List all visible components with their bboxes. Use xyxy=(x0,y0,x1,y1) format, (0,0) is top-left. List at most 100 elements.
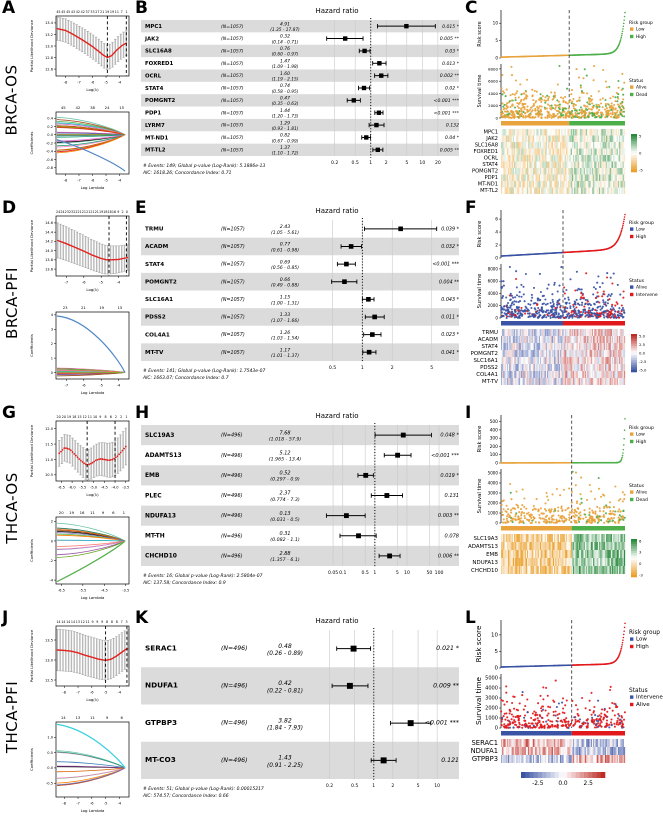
top-axis-tick: 16 xyxy=(80,510,85,515)
sample-size: (N=1057) xyxy=(221,86,244,92)
hr-ci: (0.297 - 0.9) xyxy=(270,477,300,483)
x-axis-label: Log Lambda xyxy=(81,390,105,395)
svg-text:500: 500 xyxy=(490,419,499,425)
colorbar-tick: 0 xyxy=(639,150,642,155)
svg-text:-5: -5 xyxy=(104,81,108,85)
svg-text:13.8: 13.8 xyxy=(45,258,54,262)
top-axis-tick: 20 xyxy=(62,415,66,419)
gene-name: FOXRED1 xyxy=(145,61,174,67)
svg-text:14.4: 14.4 xyxy=(45,230,54,234)
p-value: 0.003 ** xyxy=(438,513,460,519)
survival-scatter xyxy=(500,265,626,320)
panel-letter-lasso: D xyxy=(2,198,17,218)
top-axis-tick: 37 xyxy=(86,10,90,14)
hr-point xyxy=(400,432,406,438)
lasso-column: J THCA-PFI 14 14 14 14 13 12 11 9 9 9 8 8 8 7 3 12.5 13.… xyxy=(0,608,133,823)
hr-ci: (1.84 - 7.93) xyxy=(267,726,303,732)
hr-ci: (0.49 - 0.88) xyxy=(271,283,299,289)
hr-ci: (0.67 - 0.99) xyxy=(272,138,299,144)
svg-text:100: 100 xyxy=(490,452,499,458)
hr-value: 4.91 xyxy=(280,21,290,27)
hr-point xyxy=(372,314,377,320)
top-axis-tick: 12 xyxy=(83,415,87,419)
sample-size: (N=1057) xyxy=(221,135,244,141)
panel-letter-forest: E xyxy=(135,198,147,218)
top-axis-tick: 9 xyxy=(102,510,105,515)
top-axis-tick: 13 xyxy=(75,715,80,720)
survival-time-label: Survival time xyxy=(474,677,483,725)
heatmap-colorbar: -2.5 0.0 2.5 xyxy=(521,772,606,787)
hr-ci: (1.20 - 1.73) xyxy=(272,114,299,120)
hr-value: 1.43 xyxy=(278,755,292,762)
zebra-stripes xyxy=(141,237,459,361)
top-axis-tick: 27 xyxy=(95,10,99,14)
top-axis-tick: 16 xyxy=(112,210,116,214)
forest-title: Hazard ratio xyxy=(315,617,358,625)
sample-size: (N=1057) xyxy=(221,110,244,116)
x-axis-tick: 1 xyxy=(372,783,375,789)
top-axis-tick: 12 xyxy=(81,620,85,624)
sample-size: (N=1057) xyxy=(221,49,244,55)
legend-item-label: Intervene xyxy=(636,695,663,701)
sample-size: (N=1057) xyxy=(221,98,244,104)
p-value: 0.013 * xyxy=(442,61,460,67)
svg-text:-8: -8 xyxy=(64,179,68,183)
forest-footer-1: # Events: 16; Global p-value (Log-Rank):… xyxy=(143,573,263,579)
hr-ci: (0.031 - 0.5) xyxy=(270,517,300,523)
top-axis-tick: 19 xyxy=(69,510,74,515)
svg-text:10.5: 10.5 xyxy=(45,473,53,477)
zebra-stripes xyxy=(141,667,459,779)
gene-name: STAT4 xyxy=(145,262,164,268)
top-axis-tick: 6 xyxy=(110,415,112,419)
forest-column: B Hazard ratio MPC1 (N=1057) 4.91 (1.35 - 17… xyxy=(133,0,463,200)
legend-item-label: High xyxy=(636,234,646,240)
x-axis-tick: 5 xyxy=(405,160,408,166)
forest-column: H Hazard ratio SLC19A3 (N=496) 7.68 (1.018 -… xyxy=(133,403,463,610)
svg-text:-6: -6 xyxy=(82,384,86,388)
top-axis-tick: 9 xyxy=(101,620,103,624)
svg-text:8000: 8000 xyxy=(488,266,499,271)
sample-size: (N=1057) xyxy=(221,297,245,303)
svg-text:1: 1 xyxy=(51,356,53,360)
p-value: 0.006 ** xyxy=(438,554,460,560)
coefficient-lines xyxy=(56,522,126,583)
heatmap-gene-label: MT-TV xyxy=(482,379,498,385)
survival-scatter xyxy=(500,679,626,730)
colorbar-tick: -5.0 xyxy=(639,367,647,372)
hr-point xyxy=(404,23,409,29)
top-axis-tick: 21 xyxy=(78,210,82,214)
svg-text:13.6: 13.6 xyxy=(45,267,54,271)
heatmap-gene-label: TRMU xyxy=(481,330,498,336)
colorbar-tick: -3 xyxy=(639,572,643,577)
gene-name: LYRM7 xyxy=(145,123,165,129)
heatmap-gene-label: PDSS2 xyxy=(480,365,498,371)
top-axis-tick: 6 xyxy=(120,715,123,720)
gene-name: MT-TV xyxy=(145,350,164,356)
hr-value: 1.37 xyxy=(280,145,290,151)
sample-size: (N=496) xyxy=(221,453,243,459)
svg-text:400: 400 xyxy=(490,427,499,433)
gene-name: CHCHD10 xyxy=(145,553,177,560)
legend-item-label: Alive xyxy=(636,285,647,291)
top-axis-tick: 19 xyxy=(67,415,71,419)
hr-value: 0.32 xyxy=(280,34,290,40)
legend-title: Status xyxy=(629,278,645,284)
forest-footer-2: AIC: 1618.26; Concordance Index: 0.71 xyxy=(142,170,232,176)
top-axis-tick: 21 xyxy=(86,210,90,214)
risk-score-scatter xyxy=(500,622,626,668)
survival-scatter xyxy=(500,64,626,120)
sample-size: (N=496) xyxy=(221,533,243,539)
risk-summary-plot: 0 2 4 6 Risk score 0 2000 4000 6000 8000 Survival … xyxy=(471,210,658,385)
hr-point xyxy=(364,135,369,140)
gene-name: SLC16A1 xyxy=(145,297,173,303)
x-axis-tick: 10 xyxy=(434,783,440,789)
gene-name: POMGNT2 xyxy=(145,279,177,285)
p-value: 0.04 * xyxy=(445,135,460,141)
svg-text:2: 2 xyxy=(51,520,53,524)
colorbar-tick: -2.5 xyxy=(532,781,544,787)
heatmap-gene-label: NDUFA1 xyxy=(471,747,498,755)
hr-value: 1.33 xyxy=(280,312,291,318)
risk-column: F 0 2 4 6 Risk score 0 2000 4000 6000 8000 Surviva… xyxy=(463,198,663,405)
